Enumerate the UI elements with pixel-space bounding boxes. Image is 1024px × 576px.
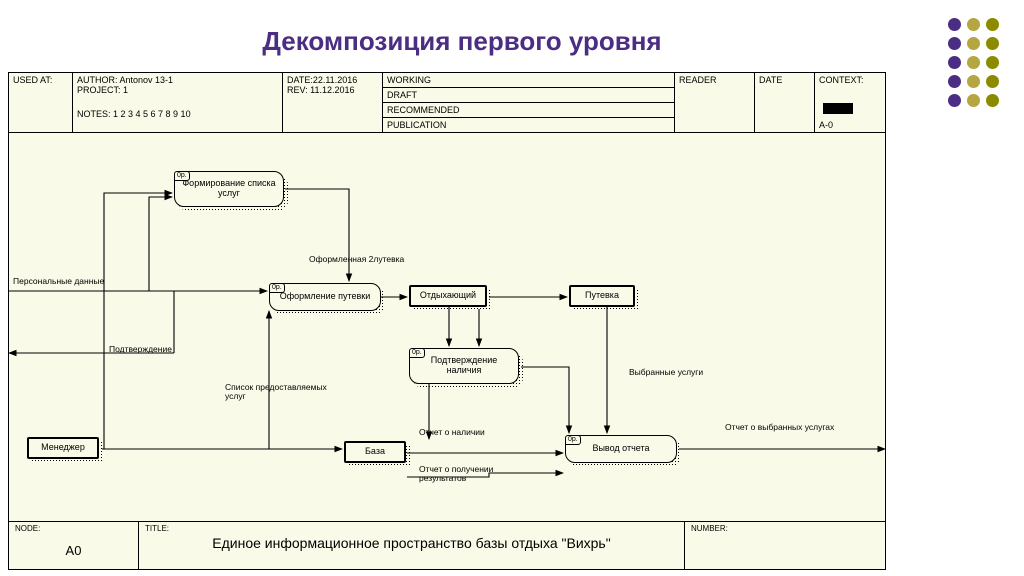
decor-dot — [967, 75, 980, 88]
hdr-date: DATE:22.11.2016 — [287, 75, 378, 85]
flow-label-l3: Список предоставляемых услуг — [225, 383, 335, 401]
decor-dot — [948, 75, 961, 88]
node-corner: 0р. — [565, 435, 581, 445]
node-n4: Вывод отчета0р. — [565, 435, 677, 463]
hdr-context: CONTEXT: — [819, 75, 881, 85]
node-label: Вывод отчета0р. — [565, 435, 677, 463]
node-corner: 0р. — [174, 171, 190, 181]
hdr-status: WORKING DRAFT RECOMMENDED PUBLICATION — [383, 73, 675, 132]
node-n3: Подтверждение наличия0р. — [409, 348, 519, 384]
decor-dot — [948, 18, 961, 31]
ftr-title: Единое информационное пространство базы … — [145, 535, 678, 551]
node-corner: 0р. — [409, 348, 425, 358]
hdr-rev: REV: 11.12.2016 — [287, 85, 378, 95]
decor-dot — [986, 56, 999, 69]
decor-dot — [986, 18, 999, 31]
hdr-notes: NOTES: 1 2 3 4 5 6 7 8 9 10 — [77, 109, 278, 119]
decor-dot — [948, 37, 961, 50]
ftr-node: А0 — [15, 543, 132, 558]
node-label: Формирование списка услуг0р. — [174, 171, 284, 207]
hdr-context-code: А-0 — [819, 120, 881, 130]
header-band: USED AT: AUTHOR: Antonov 13-1 PROJECT: 1… — [9, 73, 885, 133]
hdr-datecol: DATE — [755, 73, 815, 132]
arrows-layer — [9, 133, 885, 521]
context-box — [823, 103, 853, 114]
ftr-node-lbl: NODE: — [15, 524, 132, 533]
decor-dots — [948, 18, 1002, 110]
node-label: База — [344, 441, 406, 463]
page-title: Декомпозиция первого уровня — [0, 26, 924, 57]
hdr-project: PROJECT: 1 — [77, 85, 278, 95]
hdr-author: AUTHOR: Antonov 13-1 — [77, 75, 278, 85]
node-n1: Формирование списка услуг0р. — [174, 171, 284, 207]
idef0-frame: USED AT: AUTHOR: Antonov 13-1 PROJECT: 1… — [8, 72, 886, 570]
node-n2: Оформление путевки0р. — [269, 283, 381, 311]
flow-label-l5: Отчет о наличии — [419, 428, 485, 437]
flow-label-l4: Оформленная 2лутевка — [309, 255, 404, 264]
footer-band: NODE: А0 TITLE: Единое информационное пр… — [9, 521, 885, 569]
decor-dot — [948, 94, 961, 107]
node-label: Подтверждение наличия0р. — [409, 348, 519, 384]
decor-dot — [986, 37, 999, 50]
ftr-number-lbl: NUMBER: — [691, 524, 879, 533]
diagram-canvas: Формирование списка услуг0р. Оформление п… — [9, 133, 885, 521]
node-label: Отдыхающий — [409, 285, 487, 307]
flow-label-l6: Отчет о получении результатов — [419, 465, 529, 483]
decor-dot — [948, 56, 961, 69]
decor-dot — [967, 37, 980, 50]
node-ext3: Менеджер — [27, 437, 99, 459]
node-corner: 0р. — [269, 283, 285, 293]
node-label: Путевка — [569, 285, 635, 307]
flow-label-l8: Отчет о выбранных услугах — [725, 423, 834, 432]
flow-label-l7: Выбранные услуги — [629, 368, 703, 377]
flow-label-l1: Персональные данные — [13, 277, 104, 286]
node-label: Оформление путевки0р. — [269, 283, 381, 311]
node-ext2: Путевка — [569, 285, 635, 307]
node-label: Менеджер — [27, 437, 99, 459]
decor-dot — [967, 56, 980, 69]
flow-label-l2: Подтверждение — [109, 345, 172, 354]
decor-dot — [986, 75, 999, 88]
decor-dot — [967, 18, 980, 31]
decor-dot — [986, 94, 999, 107]
node-ds1: База — [344, 441, 406, 463]
decor-dot — [967, 94, 980, 107]
node-ext1: Отдыхающий — [409, 285, 487, 307]
hdr-reader: READER — [675, 73, 755, 132]
hdr-usedat: USED AT: — [9, 73, 73, 132]
ftr-title-lbl: TITLE: — [145, 524, 678, 533]
